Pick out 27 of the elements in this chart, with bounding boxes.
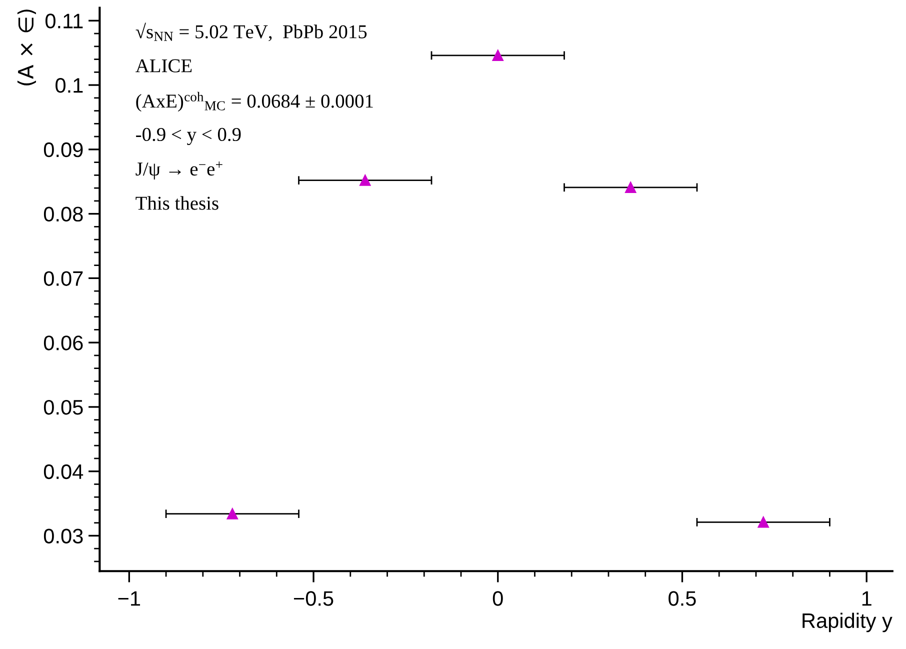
annotation: This thesis xyxy=(136,196,218,210)
y-tick-label: 0.1 xyxy=(56,78,83,93)
point xyxy=(226,508,238,520)
annotation: J/ψ → e$^{−}$e$^{+}$ xyxy=(136,161,222,180)
y-tick-label: 0.09 xyxy=(44,142,83,158)
point xyxy=(492,50,504,61)
annotation: ALICE xyxy=(136,59,192,72)
y-tick-label: 0.07 xyxy=(44,271,83,286)
x-tick-label: −1 xyxy=(118,591,140,606)
annotation: √s$_{NN}$ = 5.02 TeV, PbPb 2015 xyxy=(136,22,367,42)
y-tick-label: 0.04 xyxy=(44,464,84,480)
y-tick-label: 0.03 xyxy=(44,528,83,544)
x-tick-label: 0.5 xyxy=(668,591,696,606)
annotation: -0.9 < y < 0.9 xyxy=(136,128,241,146)
x-tick-label: −0.5 xyxy=(294,591,334,606)
x-tick-label: 0 xyxy=(492,591,503,606)
x-axis-title: Rapidity y xyxy=(802,612,892,632)
y-tick-label: 0.05 xyxy=(44,400,83,415)
point xyxy=(625,182,636,193)
point xyxy=(758,516,769,528)
y-axis-title: (A × ∈) xyxy=(17,10,36,86)
y-tick-label: 0.06 xyxy=(44,336,83,350)
x-tick-label: 1 xyxy=(862,591,872,606)
y-tick-label: 0.08 xyxy=(44,206,83,222)
annotation: (AxE)$^{coh}$$_{MC}$ = 0.0684 ± 0.0001 xyxy=(136,92,373,112)
y-tick-label: 0.11 xyxy=(45,14,83,28)
point xyxy=(360,174,371,186)
